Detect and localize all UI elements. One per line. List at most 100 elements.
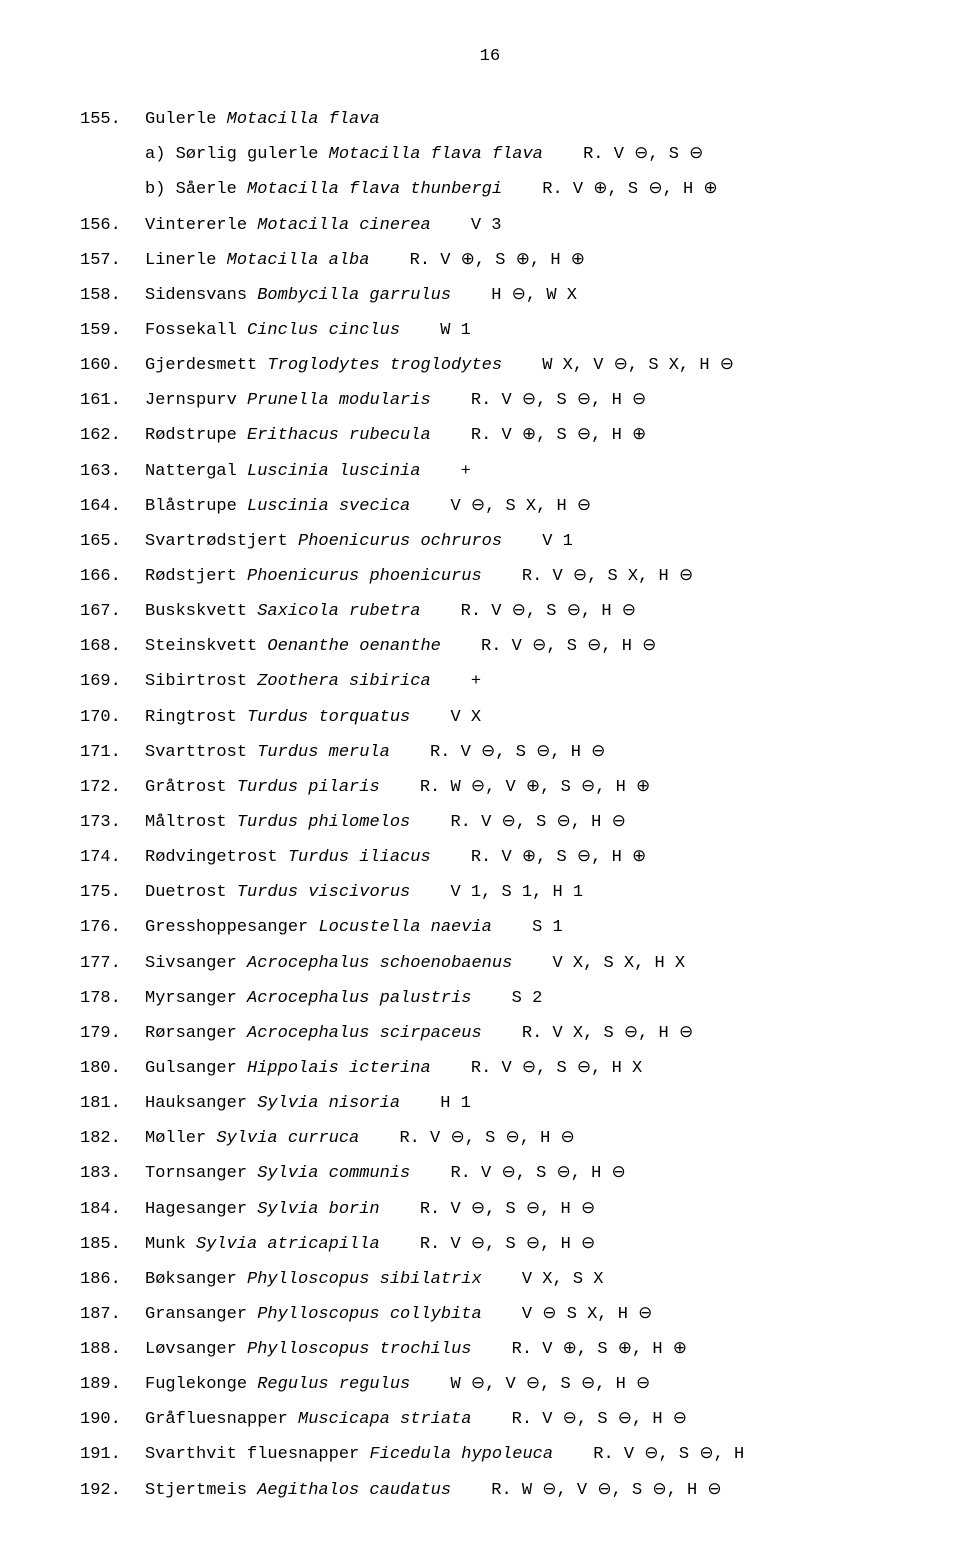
species-entry: 180.Gulsanger Hippolais icterina R. V ⊖,… [80, 1052, 900, 1085]
species-entry: 164.Blåstrupe Luscinia svecica V ⊖, S X,… [80, 490, 900, 523]
status-notes: V X, S X, H X [542, 954, 685, 973]
species-entry: 182.Møller Sylvia curruca R. V ⊖, S ⊖, H… [80, 1122, 900, 1155]
common-name: Gjerdesmett [145, 356, 267, 375]
entry-content: Ringtrost Turdus torquatus V X [145, 701, 900, 734]
latin-name: Turdus merula [257, 743, 390, 762]
latin-name: Sylvia nisoria [257, 1094, 400, 1113]
entry-content: Stjertmeis Aegithalos caudatus R. W ⊖, V… [145, 1474, 900, 1507]
entry-number: 178. [80, 982, 145, 1015]
entry-number: 161. [80, 384, 145, 417]
species-entry: 179.Rørsanger Acrocephalus scirpaceus R.… [80, 1017, 900, 1050]
entry-content: Bøksanger Phylloscopus sibilatrix V X, S… [145, 1263, 900, 1296]
species-entry: 188.Løvsanger Phylloscopus trochilus R. … [80, 1333, 900, 1366]
entry-number: 170. [80, 701, 145, 734]
entry-number: 190. [80, 1403, 145, 1436]
common-name: Linerle [145, 251, 227, 270]
common-name: Møller [145, 1129, 216, 1148]
entry-content: Sivsanger Acrocephalus schoenobaenus V X… [145, 947, 900, 980]
entry-number: 176. [80, 911, 145, 944]
species-sub-entry: a) Sørlig gulerle Motacilla flava flava … [80, 138, 900, 171]
status-notes: R. V ⊖, S ⊖, H ⊖ [410, 1200, 596, 1219]
status-notes: R. V ⊕, S ⊖, H ⊕ [461, 848, 647, 867]
entry-number: 188. [80, 1333, 145, 1366]
common-name: Duetrost [145, 883, 237, 902]
latin-name: Erithacus rubecula [247, 426, 431, 445]
latin-name: Luscinia luscinia [247, 462, 420, 481]
entry-content: Gresshoppesanger Locustella naevia S 1 [145, 911, 900, 944]
latin-name: Motacilla alba [227, 251, 370, 270]
entry-content: Fuglekonge Regulus regulus W ⊖, V ⊖, S ⊖… [145, 1368, 900, 1401]
common-name: Rørsanger [145, 1024, 247, 1043]
entry-number: 184. [80, 1193, 145, 1226]
status-notes: R. V ⊕, S ⊕, H ⊕ [399, 251, 585, 270]
species-entry: 158.Sidensvans Bombycilla garrulus H ⊖, … [80, 279, 900, 312]
entry-content: Rødvingetrost Turdus iliacus R. V ⊕, S ⊖… [145, 841, 900, 874]
species-entry: 156.Vintererle Motacilla cinerea V 3 [80, 209, 900, 242]
sub-status-notes: R. V ⊕, S ⊖, H ⊕ [532, 180, 718, 199]
species-entry: 174.Rødvingetrost Turdus iliacus R. V ⊕,… [80, 841, 900, 874]
latin-name: Bombycilla garrulus [257, 286, 451, 305]
species-entry: 192.Stjertmeis Aegithalos caudatus R. W … [80, 1474, 900, 1507]
latin-name: Hippolais icterina [247, 1059, 431, 1078]
latin-name: Prunella modularis [247, 391, 431, 410]
status-notes: + [450, 462, 470, 481]
status-notes: R. V ⊖, S ⊖, H ⊖ [461, 391, 647, 410]
entry-number: 181. [80, 1087, 145, 1120]
species-entry: 155.Gulerle Motacilla flava [80, 103, 900, 136]
entry-content: Duetrost Turdus viscivorus V 1, S 1, H 1 [145, 876, 900, 909]
status-notes: R. V ⊖, S ⊖, H ⊖ [410, 1235, 596, 1254]
entry-number: 174. [80, 841, 145, 874]
entry-content: Hagesanger Sylvia borin R. V ⊖, S ⊖, H ⊖ [145, 1193, 900, 1226]
status-notes: W X, V ⊖, S X, H ⊖ [532, 356, 734, 375]
species-entry: 166.Rødstjert Phoenicurus phoenicurus R.… [80, 560, 900, 593]
status-notes: W 1 [430, 321, 471, 340]
species-entry: 161.Jernspurv Prunella modularis R. V ⊖,… [80, 384, 900, 417]
latin-name: Locustella naevia [318, 918, 491, 937]
latin-name: Muscicapa striata [298, 1410, 471, 1429]
latin-name: Turdus iliacus [288, 848, 431, 867]
latin-name: Cinclus cinclus [247, 321, 400, 340]
entry-content: Løvsanger Phylloscopus trochilus R. V ⊕,… [145, 1333, 900, 1366]
page-number: 16 [80, 40, 900, 73]
species-entry: 160.Gjerdesmett Troglodytes troglodytes … [80, 349, 900, 382]
entry-content: Buskskvett Saxicola rubetra R. V ⊖, S ⊖,… [145, 595, 900, 628]
species-entry: 185.Munk Sylvia atricapilla R. V ⊖, S ⊖,… [80, 1228, 900, 1261]
latin-name: Aegithalos caudatus [257, 1481, 451, 1500]
entry-content: Fossekall Cinclus cinclus W 1 [145, 314, 900, 347]
species-entry: 184.Hagesanger Sylvia borin R. V ⊖, S ⊖,… [80, 1193, 900, 1226]
status-notes: H ⊖, W X [481, 286, 577, 305]
common-name: Myrsanger [145, 989, 247, 1008]
latin-name: Acrocephalus schoenobaenus [247, 954, 512, 973]
entry-content: Linerle Motacilla alba R. V ⊕, S ⊕, H ⊕ [145, 244, 900, 277]
entry-number: 169. [80, 665, 145, 698]
common-name: Gråfluesnapper [145, 1410, 298, 1429]
latin-name: Turdus pilaris [237, 778, 380, 797]
latin-name: Saxicola rubetra [257, 602, 420, 621]
latin-name: Acrocephalus palustris [247, 989, 471, 1008]
species-entry: 168.Steinskvett Oenanthe oenanthe R. V ⊖… [80, 630, 900, 663]
status-notes: R. V ⊖, S ⊖, H X [461, 1059, 643, 1078]
latin-name: Acrocephalus scirpaceus [247, 1024, 482, 1043]
latin-name: Phoenicurus ochruros [298, 532, 502, 551]
species-entry: 167.Buskskvett Saxicola rubetra R. V ⊖, … [80, 595, 900, 628]
status-notes: V 1, S 1, H 1 [440, 883, 583, 902]
status-notes: W ⊖, V ⊖, S ⊖, H ⊖ [440, 1375, 650, 1394]
entry-content: Svarttrost Turdus merula R. V ⊖, S ⊖, H … [145, 736, 900, 769]
entry-number: 180. [80, 1052, 145, 1085]
species-entry: 186.Bøksanger Phylloscopus sibilatrix V … [80, 1263, 900, 1296]
common-name: Rødstjert [145, 567, 247, 586]
sub-latin-name: Motacilla flava flava [329, 145, 543, 164]
entry-content: Gråtrost Turdus pilaris R. W ⊖, V ⊕, S ⊖… [145, 771, 900, 804]
entry-number: 165. [80, 525, 145, 558]
entry-number: 164. [80, 490, 145, 523]
status-notes: V ⊖, S X, H ⊖ [440, 497, 591, 516]
species-entry: 181.Hauksanger Sylvia nisoria H 1 [80, 1087, 900, 1120]
entry-content: Gulsanger Hippolais icterina R. V ⊖, S ⊖… [145, 1052, 900, 1085]
entry-content: Rødstrupe Erithacus rubecula R. V ⊕, S ⊖… [145, 419, 900, 452]
latin-name: Luscinia svecica [247, 497, 410, 516]
entry-content: Myrsanger Acrocephalus palustris S 2 [145, 982, 900, 1015]
status-notes: R. W ⊖, V ⊕, S ⊖, H ⊕ [410, 778, 651, 797]
entry-content: Måltrost Turdus philomelos R. V ⊖, S ⊖, … [145, 806, 900, 839]
common-name: Munk [145, 1235, 196, 1254]
entry-content: Sidensvans Bombycilla garrulus H ⊖, W X [145, 279, 900, 312]
